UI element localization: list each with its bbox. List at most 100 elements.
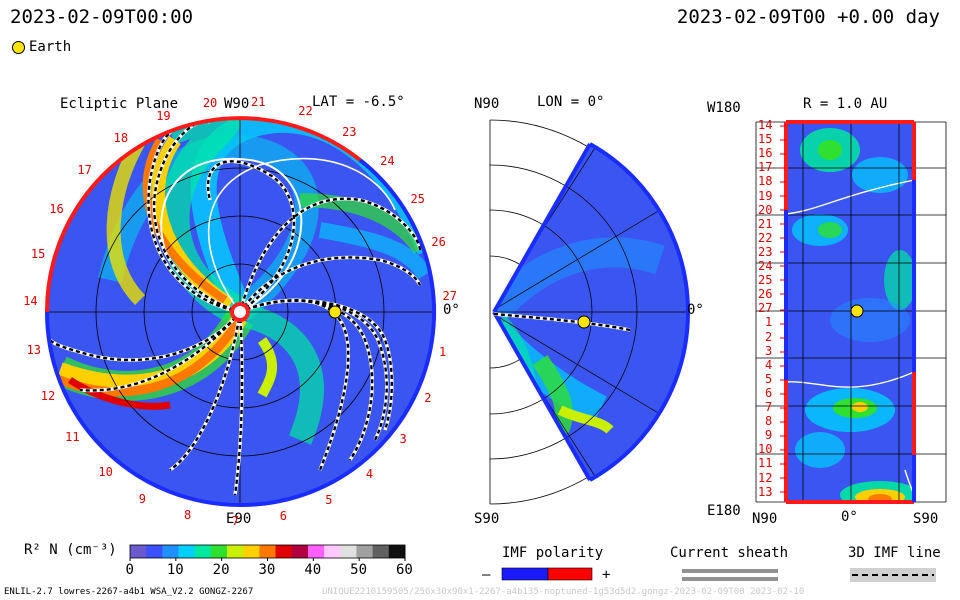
colorbar-segment — [275, 545, 293, 558]
radial-number-7: 7 — [765, 400, 773, 414]
meridional-lon-label: LON = 0° — [537, 94, 605, 110]
ecliptic-number-5: 5 — [325, 492, 333, 507]
earth-meridional-marker — [577, 315, 591, 329]
colorbar-tick-label: 40 — [304, 562, 322, 578]
imf-lines-dashes — [49, 120, 422, 496]
ecliptic-number-23: 23 — [342, 124, 357, 139]
colorbar-segment — [130, 545, 147, 558]
colorbar-segment — [340, 545, 357, 558]
colorbar-tick-label: 50 — [350, 562, 368, 578]
radial-number-3: 3 — [765, 343, 773, 358]
ecliptic-number-18: 18 — [113, 131, 129, 146]
colorbar-segment — [178, 545, 196, 558]
ecliptic-title: Ecliptic Plane — [60, 96, 179, 112]
meridional-zero-label: 0° — [687, 302, 704, 318]
radial-number-16: 16 — [758, 146, 773, 161]
colorbar-segment — [194, 545, 212, 558]
radial-panel — [755, 120, 947, 504]
colorbar — [129, 544, 406, 561]
radial-r-label: R = 1.0 AU — [803, 96, 888, 112]
imf-polarity-minus: – — [482, 567, 491, 583]
radial-number-10: 10 — [758, 442, 773, 457]
radial-number-25: 25 — [758, 273, 773, 288]
ecliptic-number-9: 9 — [138, 491, 146, 506]
ecliptic-number-24: 24 — [380, 154, 395, 169]
ecliptic-number-21: 21 — [251, 94, 266, 109]
ecliptic-number-26: 26 — [431, 235, 446, 250]
meridional-top-label: N90 — [474, 96, 500, 112]
ecliptic-number-25: 25 — [410, 191, 425, 206]
earth-ecliptic-marker — [328, 305, 342, 319]
radial-number-9: 9 — [765, 428, 773, 443]
radial-number-13: 13 — [758, 484, 773, 499]
ecliptic-top-label: W90 — [224, 96, 250, 112]
radial-number-12: 12 — [758, 470, 773, 485]
ecliptic-number-22: 22 — [298, 104, 313, 119]
imf-polarity-title: IMF polarity — [502, 545, 604, 561]
colorbar-tick-label: 60 — [396, 562, 413, 578]
ecliptic-number-10: 10 — [98, 465, 113, 480]
ecliptic-number-14: 14 — [23, 294, 38, 309]
ecliptic-number-4: 4 — [365, 466, 374, 481]
radial-number-20: 20 — [758, 202, 773, 217]
radial-number-4: 4 — [765, 357, 773, 372]
radial-number-24: 24 — [758, 259, 773, 273]
density-spirals — [47, 119, 433, 505]
colorbar-segment — [307, 545, 325, 558]
radial-x-label-s90: S90 — [913, 511, 939, 527]
ecliptic-bottom-label: E90 — [226, 511, 252, 527]
ecliptic-lat-label: LAT = -6.5° — [312, 94, 405, 110]
ecliptic-number-1: 1 — [439, 344, 447, 359]
colorbar-segment — [372, 545, 390, 558]
colorbar-segment — [162, 545, 180, 558]
colorbar-segment — [243, 545, 260, 558]
earth-marker-icon — [12, 40, 25, 54]
current-sheath-title: Current sheath — [670, 545, 789, 561]
ecliptic-number-8: 8 — [183, 508, 192, 523]
radial-number-27: 27 — [758, 301, 773, 316]
radial-top-label: W180 — [707, 100, 741, 116]
radial-number-22: 22 — [758, 230, 773, 245]
colorbar-segment — [210, 545, 228, 558]
ecliptic-number-16: 16 — [49, 202, 64, 217]
ecliptic-number-17: 17 — [77, 163, 92, 177]
colorbar-segment — [291, 545, 309, 558]
colorbar-tick-label: 10 — [166, 562, 184, 578]
ecliptic-number-13: 13 — [26, 342, 42, 357]
meridional-panel — [489, 119, 690, 505]
ecliptic-number-6: 6 — [279, 508, 288, 523]
ecliptic-number-11: 11 — [65, 430, 80, 445]
colorbar-tick-label: 20 — [212, 562, 230, 578]
radial-number-11: 11 — [758, 456, 773, 471]
ecliptic-number-3: 3 — [399, 432, 407, 446]
ecliptic-panel — [44, 116, 437, 508]
ecliptic-number-20: 20 — [202, 96, 218, 111]
earth-legend: Earth — [12, 39, 71, 55]
colorbar-tick-label: 0 — [125, 562, 134, 578]
imf-polarity-plus: + — [602, 567, 611, 583]
colorbar-segment — [324, 545, 341, 558]
colorbar-tick-label: 30 — [258, 562, 276, 578]
earth-radial-marker — [850, 304, 864, 318]
radial-number-21: 21 — [758, 216, 773, 231]
radial-number-26: 26 — [758, 287, 773, 302]
footer-run-id: UNIQUE2210159505/256x30x90x1-2267-a4b135… — [322, 587, 805, 597]
radial-number-2: 2 — [765, 329, 773, 344]
colorbar-segment — [227, 545, 244, 558]
radial-number-17: 17 — [758, 160, 773, 175]
ecliptic-number-15: 15 — [30, 246, 46, 261]
radial-number-19: 19 — [758, 188, 773, 203]
radial-number-1: 1 — [765, 315, 773, 330]
ecliptic-number-2: 2 — [424, 390, 432, 405]
ecliptic-number-27: 27 — [442, 289, 457, 304]
radial-bottom-label: E180 — [707, 503, 741, 519]
meridional-bottom-label: S90 — [474, 511, 500, 527]
earth-legend-label: Earth — [29, 39, 72, 55]
radial-number-8: 8 — [765, 414, 773, 429]
ecliptic-zero-label: 0° — [443, 302, 460, 318]
footer-run-info: ENLIL-2.7 lowres-2267-a4b1 WSA_V2.2 GONG… — [4, 587, 254, 597]
radial-number-18: 18 — [758, 174, 773, 189]
colorbar-segment — [356, 545, 374, 558]
colorbar-segment — [146, 545, 163, 558]
